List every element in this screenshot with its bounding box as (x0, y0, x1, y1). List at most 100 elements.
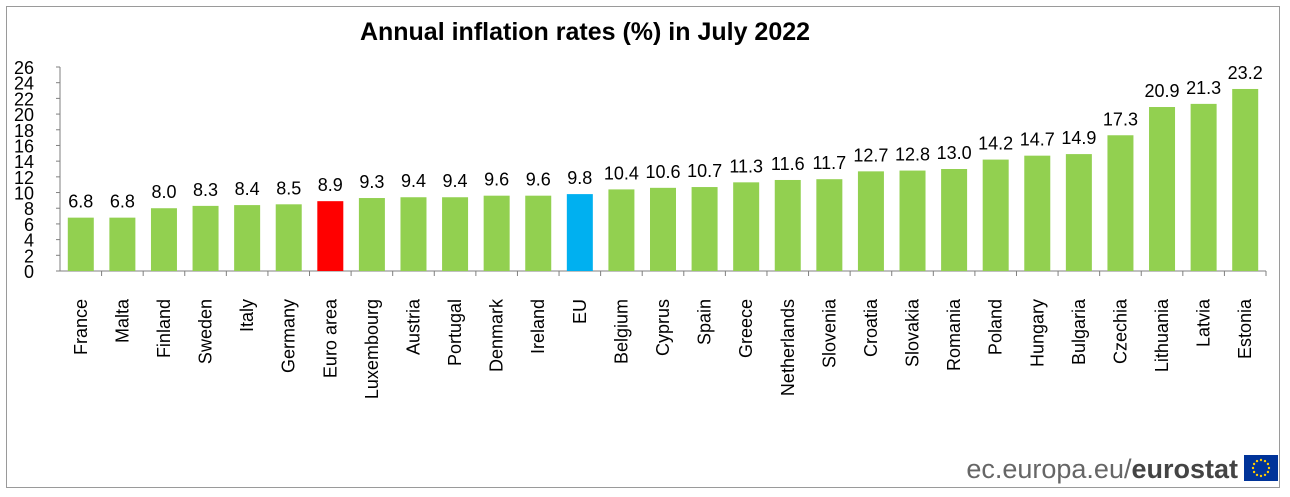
value-label: 9.3 (359, 172, 384, 192)
value-label: 6.8 (68, 192, 93, 212)
bar (1024, 155, 1051, 271)
value-label: 10.6 (645, 162, 680, 182)
y-tick-label: 0 (24, 262, 34, 282)
category-label: EU (570, 299, 590, 324)
value-label: 14.2 (978, 134, 1013, 154)
category-label: Greece (736, 299, 756, 358)
y-tick-label: 24 (14, 74, 34, 94)
y-tick-label: 22 (14, 89, 34, 109)
category-label: Latvia (1194, 298, 1214, 347)
bar (650, 187, 676, 271)
y-tick-label: 10 (14, 184, 34, 204)
value-label: 9.6 (484, 170, 509, 190)
bar (109, 217, 136, 271)
bar (1149, 107, 1176, 271)
bar (400, 197, 427, 271)
bar (1107, 135, 1134, 271)
flag-star-icon (1259, 474, 1263, 478)
bar (608, 189, 635, 271)
bar (358, 198, 385, 271)
y-tick-label: 4 (24, 231, 34, 251)
value-label: 14.7 (1020, 130, 1055, 150)
category-label: Croatia (861, 298, 881, 357)
bar (317, 201, 344, 271)
footer-brand: eurostat (1131, 454, 1238, 484)
category-label: Ireland (528, 299, 548, 354)
value-label: 10.7 (687, 161, 722, 181)
value-label: 12.8 (895, 145, 930, 165)
value-label: 17.3 (1103, 109, 1138, 129)
y-tick-label: 18 (14, 121, 34, 141)
category-label: Finland (154, 299, 174, 358)
value-label: 10.4 (604, 163, 639, 183)
flag-star-icon (1266, 462, 1270, 466)
category-label: Slovakia (903, 298, 923, 367)
bar (442, 197, 469, 271)
value-label: 11.7 (812, 153, 846, 173)
category-label: Lithuania (1152, 298, 1172, 372)
footer-site: ec.europa.eu/ (966, 454, 1132, 484)
y-tick-label: 20 (14, 105, 34, 125)
bar (275, 204, 302, 271)
flag-star-icon (1263, 473, 1267, 477)
value-label: 9.4 (443, 171, 468, 191)
value-label: 12.7 (853, 145, 888, 165)
footer-source[interactable]: ec.europa.eu/eurostat (966, 454, 1238, 485)
bar (1190, 103, 1217, 271)
category-label: Portugal (445, 299, 465, 366)
category-label: Belgium (611, 299, 631, 364)
category-label: Slovenia (819, 298, 839, 368)
value-label: 9.8 (567, 168, 592, 188)
value-label: 11.6 (771, 154, 805, 174)
value-label: 8.4 (235, 179, 260, 199)
y-tick-label: 16 (14, 136, 34, 156)
category-label: Bulgaria (1069, 298, 1089, 365)
value-label: 9.4 (401, 171, 426, 191)
category-label: Cyprus (653, 299, 673, 356)
category-label: Romania (944, 298, 964, 371)
flag-star-icon (1267, 466, 1271, 470)
flag-star-icon (1255, 459, 1259, 463)
value-label: 6.8 (110, 192, 135, 212)
bar (483, 195, 510, 271)
value-label: 13.0 (937, 143, 972, 163)
category-label: Sweden (196, 299, 216, 364)
bar (899, 170, 926, 271)
bar (566, 194, 593, 271)
value-label: 21.3 (1186, 78, 1221, 98)
flag-star-icon (1259, 458, 1263, 462)
category-label: Netherlands (778, 299, 798, 396)
category-label: Poland (986, 299, 1006, 355)
bar (816, 179, 843, 271)
value-label: 23.2 (1228, 63, 1263, 83)
y-tick-label: 6 (24, 215, 34, 235)
bar (525, 195, 552, 271)
category-label: Estonia (1235, 298, 1255, 359)
flag-star-icon (1251, 466, 1255, 470)
bar (691, 187, 718, 271)
category-label: Denmark (487, 298, 507, 372)
value-label: 11.3 (729, 156, 763, 176)
y-tick-label: 14 (14, 152, 34, 172)
category-label: Spain (695, 299, 715, 345)
category-label: France (71, 299, 91, 355)
bar (67, 217, 94, 271)
bar (941, 169, 968, 271)
value-label: 9.6 (526, 170, 551, 190)
category-label: Euro area (320, 298, 340, 378)
bar (234, 205, 261, 271)
bar (733, 182, 760, 271)
category-label: Luxembourg (362, 299, 382, 399)
value-label: 14.9 (1061, 128, 1096, 148)
chart-title: Annual inflation rates (%) in July 2022 (359, 18, 811, 46)
category-label: Germany (279, 299, 299, 373)
bar (774, 179, 801, 271)
y-tick-label: 12 (14, 168, 34, 188)
y-tick-label: 2 (24, 246, 34, 266)
category-label: Italy (237, 299, 257, 332)
flag-star-icon (1252, 470, 1256, 474)
bar (982, 159, 1009, 271)
value-label: 8.3 (193, 180, 218, 200)
bar (192, 205, 219, 271)
